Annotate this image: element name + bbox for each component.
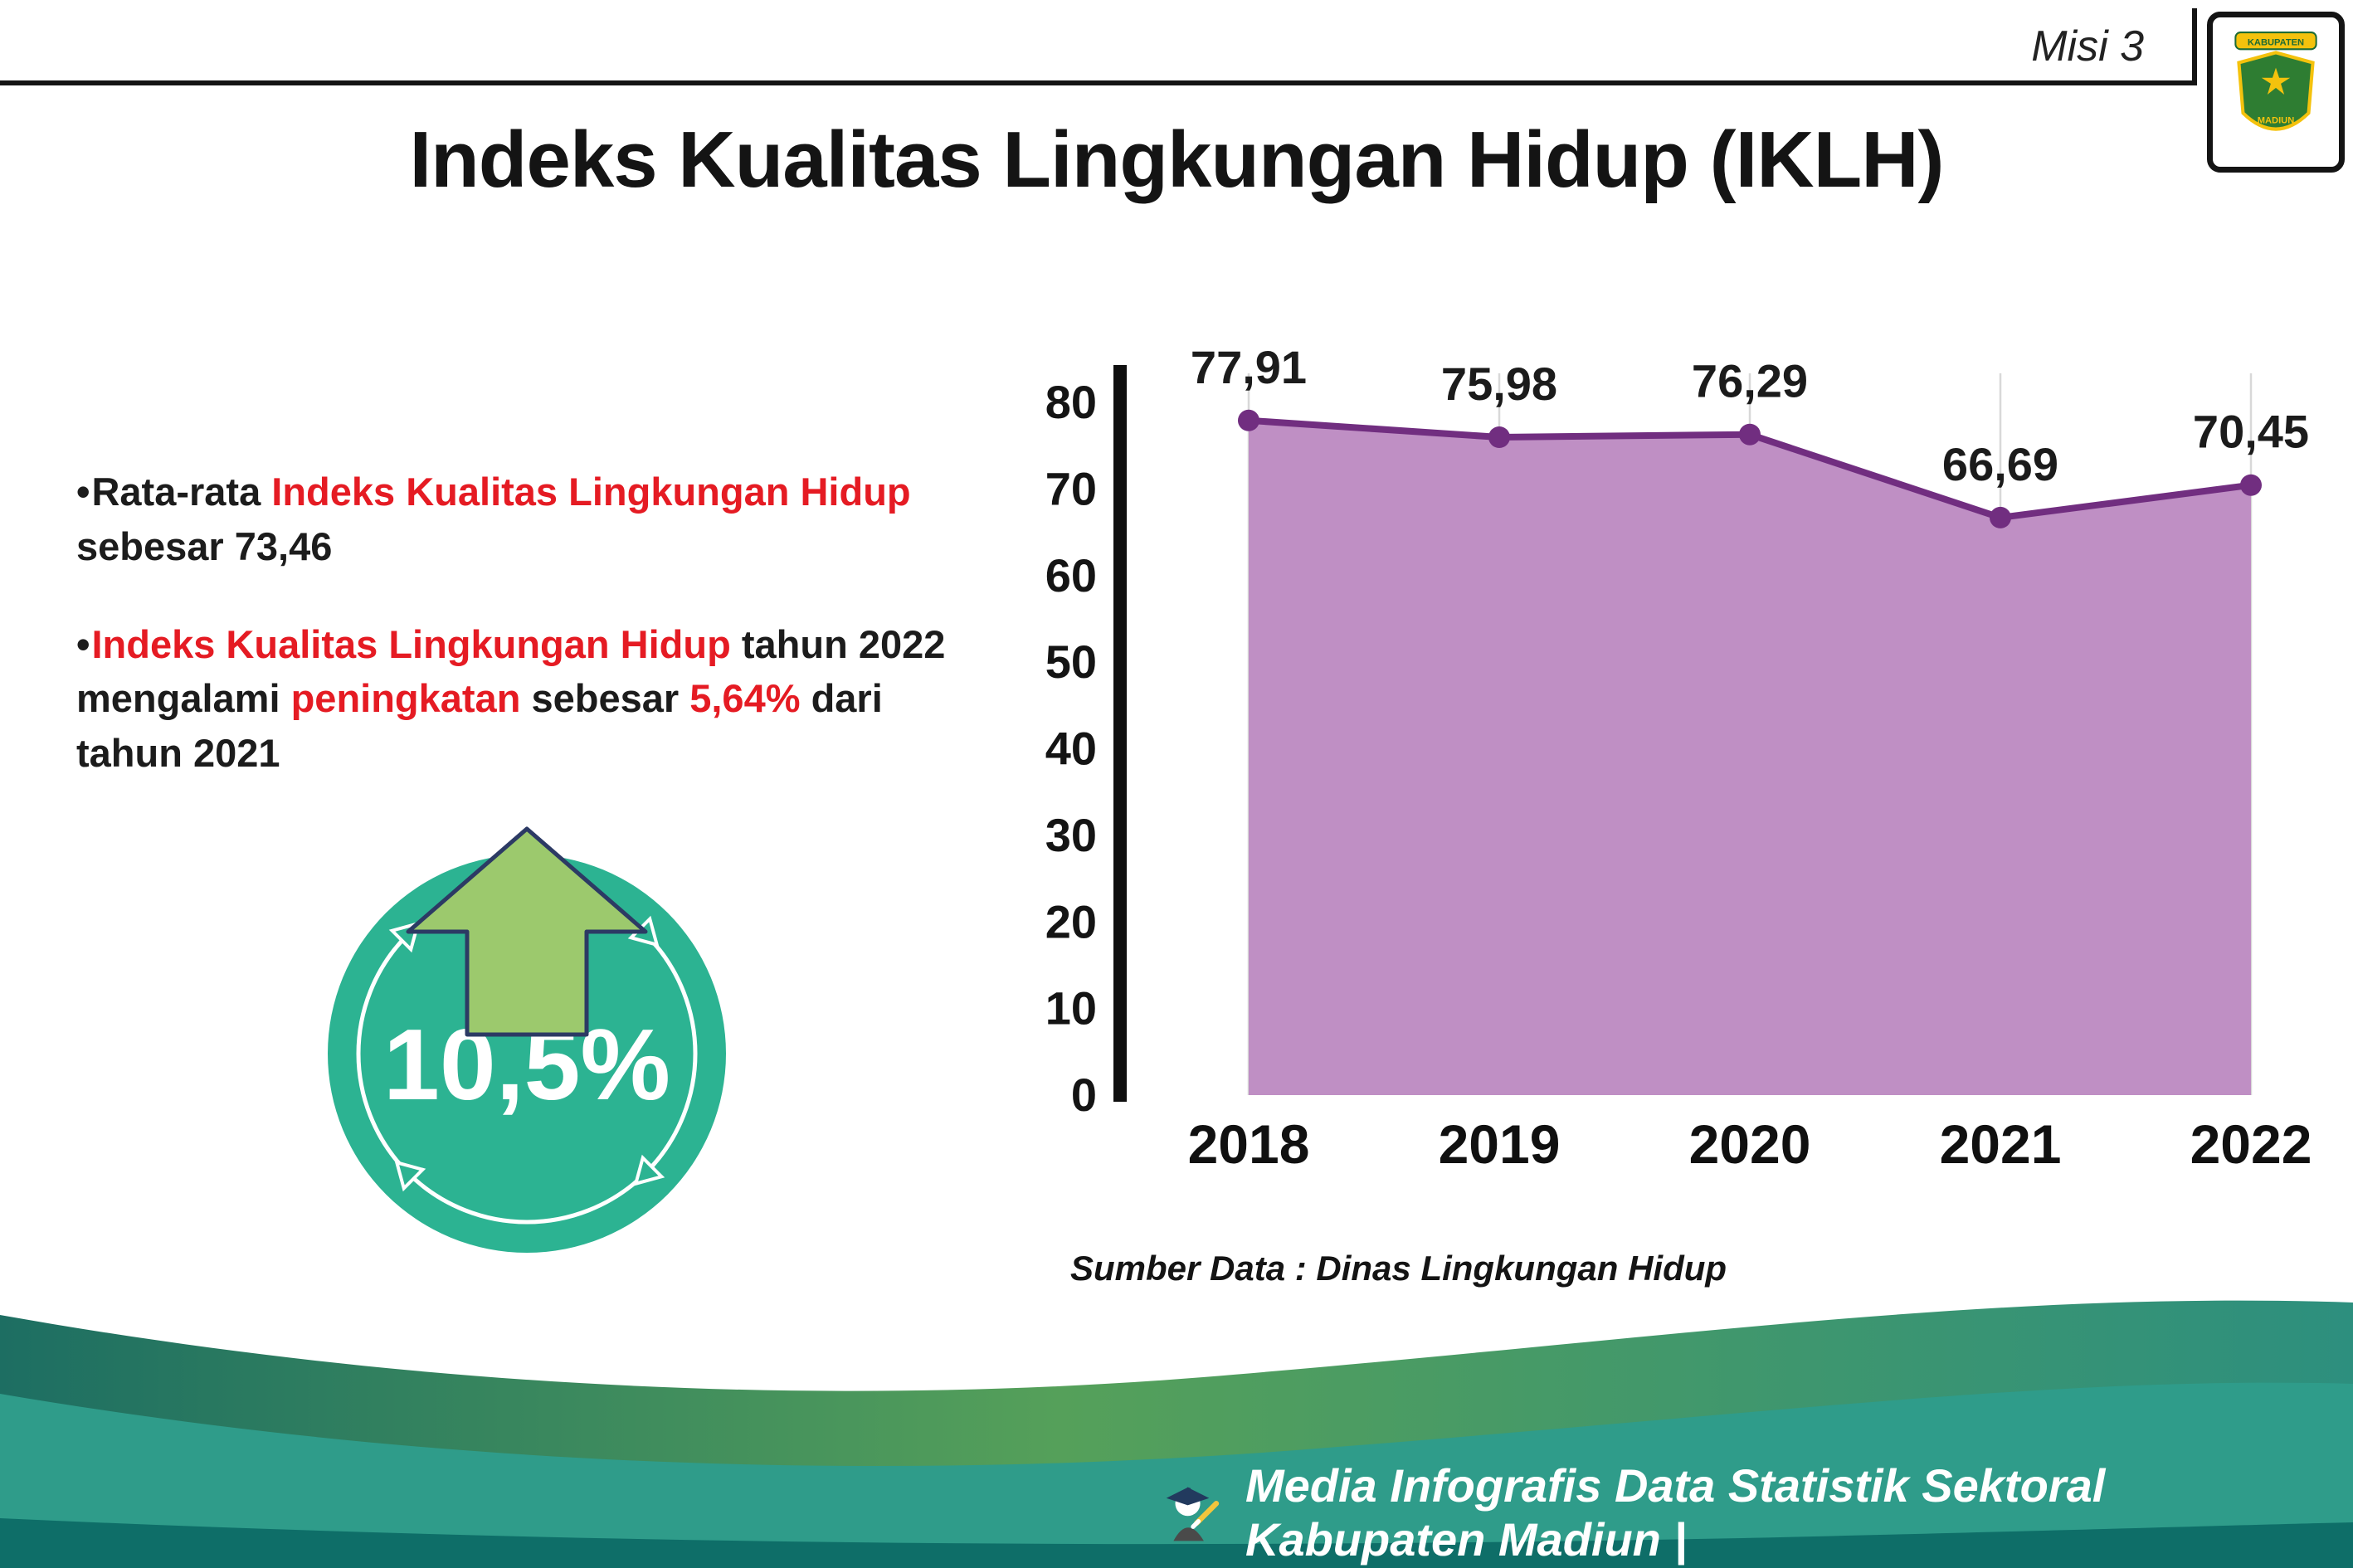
footer-credit-text: Media Infografis Data Statistik Sektoral… (1245, 1459, 2106, 1566)
text-segment: sebesar (520, 676, 690, 721)
chart-xtick-label: 2018 (1188, 1113, 1310, 1175)
chart-value-label: 66,69 (1942, 438, 2058, 490)
chart-point (2240, 474, 2262, 496)
text-segment: peningkatan (290, 676, 521, 721)
logo-bottom-text: MADIUN (2258, 115, 2295, 125)
text-segment: Indeks Kualitas Lingkungan Hidup (91, 621, 731, 666)
text-segment: sebesar 73,46 (76, 523, 333, 568)
chart-point (1739, 423, 1761, 446)
page-title: Indeks Kualitas Lingkungan Hidup (IKLH) (409, 115, 1944, 204)
chart-ytick-label: 70 (1045, 462, 1097, 514)
chart-value-label: 76,29 (1692, 355, 1808, 407)
chart-ytick-label: 30 (1045, 809, 1097, 861)
chart-xtick-label: 2022 (2190, 1113, 2312, 1175)
header-rule (0, 80, 2192, 85)
chart-y-axis (1113, 365, 1127, 1102)
chart-point (1488, 426, 1510, 448)
chart-area (1249, 420, 2251, 1095)
header-corner-line (2192, 8, 2197, 85)
text-segment: 5,64% (689, 676, 801, 721)
chart-point (1238, 409, 1259, 431)
footer-wave (0, 1289, 2353, 1568)
chart-ytick-label: 60 (1045, 549, 1097, 601)
misi-label: Misi 3 (2031, 22, 2144, 71)
chart-value-label: 75,98 (1441, 358, 1557, 410)
text-segment: tahun 2022 mengalami (76, 621, 946, 721)
bullet-average-iklh: Rata-rata Indeks Kualitas Lingkungan Hid… (76, 465, 964, 574)
logo-crest-icon: KABUPATEN MADIUN (2234, 32, 2317, 131)
chart-ytick-label: 40 (1045, 723, 1097, 775)
iklh-area-chart: 77,91 75,98 76,29 66,69 70,45 0 10 20 30 40 50 60 70… (1045, 341, 2312, 1175)
chart-xtick-label: 2021 (1940, 1113, 2062, 1175)
footer-credit: Media Infografis Data Statistik Sektoral… (1157, 1458, 2353, 1566)
key-points: Rata-rata Indeks Kualitas Lingkungan Hid… (76, 465, 964, 824)
bullet-increase-2022: Indeks Kualitas Lingkungan Hidup tahun 2… (76, 617, 964, 781)
logo-top-text: KABUPATEN (2248, 37, 2304, 47)
text-segment: dari tahun 2021 (76, 676, 883, 776)
writer-mascot-icon (1166, 1487, 1220, 1541)
iklh-chart-container: 77,91 75,98 76,29 66,69 70,45 0 10 20 30 40 50 60 70… (1021, 295, 2331, 1240)
text-segment: Indeks Kualitas Lingkungan Hidup (271, 470, 911, 514)
chart-ytick-label: 0 (1071, 1069, 1097, 1121)
kabupaten-madiun-logo: KABUPATEN MADIUN (2207, 12, 2345, 173)
chart-ytick-label: 50 (1045, 635, 1097, 688)
chart-value-label: 70,45 (2193, 406, 2309, 458)
up-arrow-icon (406, 826, 648, 1037)
chart-xtick-label: 2020 (1689, 1113, 1811, 1175)
chart-value-label: 77,91 (1191, 341, 1307, 393)
text-segment: Rata-rata (91, 470, 272, 514)
chart-ytick-label: 10 (1045, 982, 1097, 1035)
data-source-note: Sumber Data : Dinas Lingkungan Hidup (1070, 1249, 1727, 1288)
chart-xtick-label: 2019 (1439, 1113, 1561, 1175)
chart-ytick-label: 80 (1045, 376, 1097, 428)
chart-point (1990, 506, 2011, 528)
chart-ytick-label: 20 (1045, 895, 1097, 947)
